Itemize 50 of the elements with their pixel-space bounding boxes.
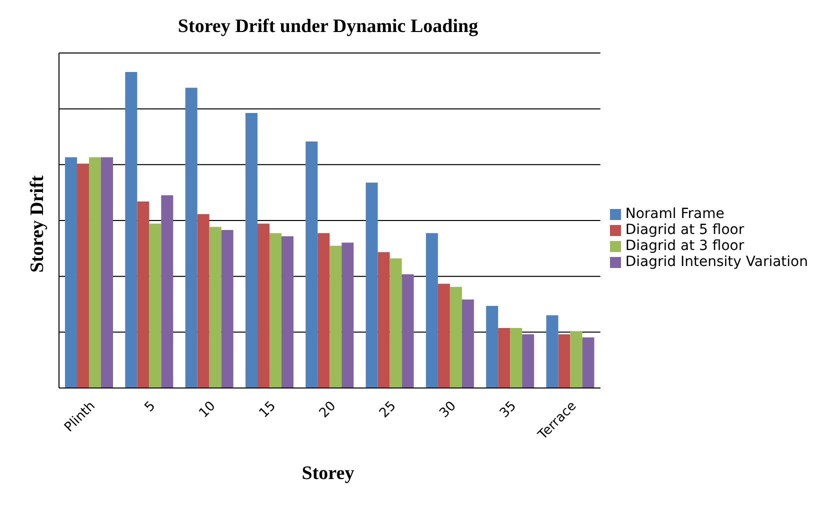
bar: [281, 236, 294, 388]
bar: [570, 331, 582, 388]
bar: [438, 284, 450, 388]
x-tick-label: 30: [437, 398, 460, 422]
x-tick-label: 10: [196, 398, 219, 422]
bar: [426, 233, 438, 388]
bar: [558, 334, 570, 388]
bar: [65, 157, 78, 388]
bar: [161, 195, 174, 388]
bar: [245, 113, 258, 388]
bar: [366, 182, 378, 388]
bar: [390, 258, 402, 388]
x-tick-label: 20: [316, 398, 340, 422]
legend-label: Diagrid at 5 floor: [625, 222, 744, 238]
bar: [330, 246, 342, 388]
bar: [522, 334, 534, 388]
chart-title: Storey Drift under Dynamic Loading: [176, 16, 480, 38]
bar: [137, 202, 150, 388]
bar: [342, 242, 354, 388]
bar: [498, 328, 510, 388]
bar: [209, 226, 222, 388]
x-tick-label: 25: [376, 398, 400, 422]
bar: [582, 337, 594, 388]
bar: [197, 214, 210, 388]
bar: [546, 315, 558, 388]
x-axis-title: Storey: [300, 463, 356, 485]
bar: [149, 224, 162, 388]
bar: [257, 224, 270, 388]
bar: [462, 300, 474, 388]
y-axis-title: Storey Drift: [27, 174, 49, 275]
bar: [318, 233, 330, 388]
bar: [221, 230, 234, 388]
bar: [378, 252, 390, 388]
x-tick-label: 5: [142, 398, 159, 416]
legend-label: Diagrid Intensity Variation: [625, 254, 808, 270]
legend-label: Noraml Frame: [625, 206, 724, 222]
bar: [306, 141, 318, 388]
bar: [269, 233, 282, 388]
bar: [185, 88, 198, 388]
legend-label: Diagrid at 3 floor: [625, 238, 744, 254]
bar: [89, 157, 102, 388]
bar: [125, 72, 138, 388]
x-tick-label: 15: [256, 398, 279, 422]
x-tick-label: 35: [497, 398, 520, 422]
bar: [402, 274, 414, 388]
bar: [450, 286, 462, 388]
bar: [486, 306, 498, 388]
bar: [101, 157, 114, 388]
bar: [77, 164, 90, 388]
bar: [510, 328, 522, 388]
